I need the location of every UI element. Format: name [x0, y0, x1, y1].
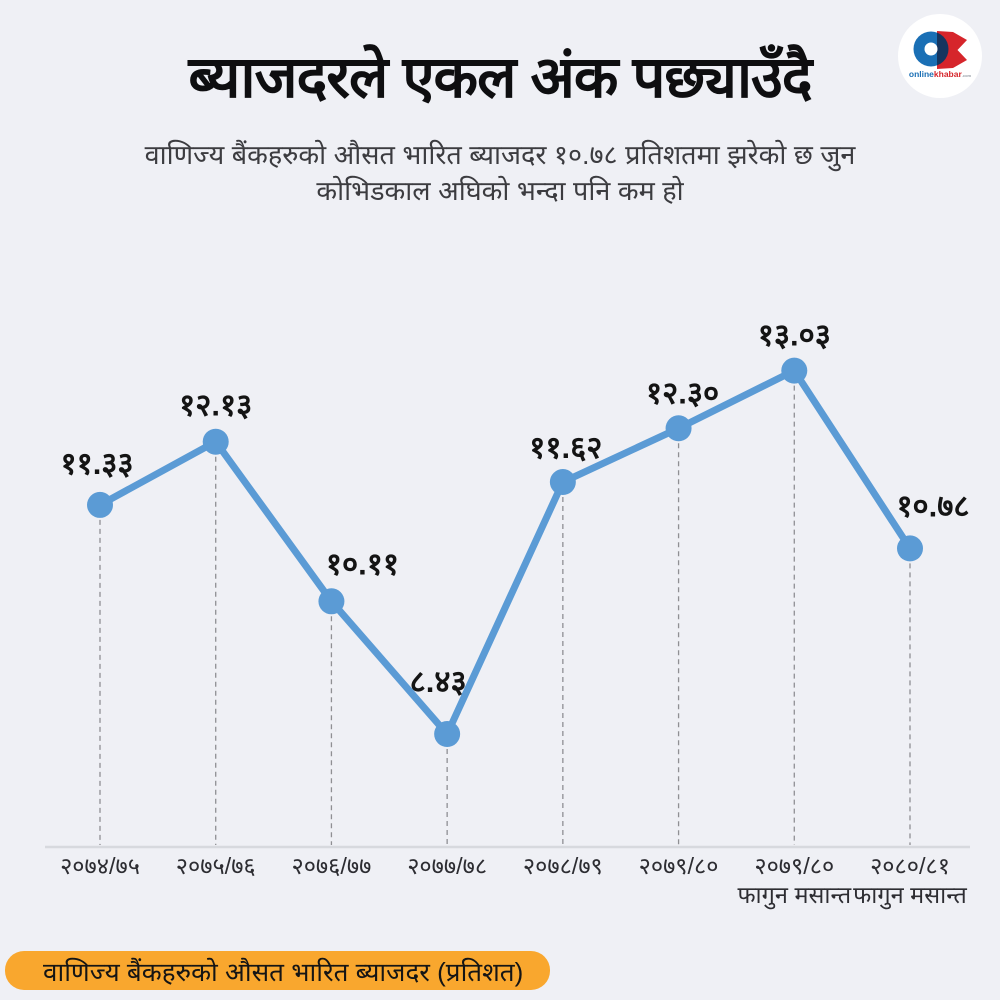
- page-subtitle: वाणिज्य बैंकहरुको औसत भारित ब्याजदर १०.७…: [100, 138, 900, 209]
- value-label: १०.७८: [896, 488, 969, 523]
- x-tick-label: २०७४/७५: [60, 853, 140, 879]
- x-tick-label: २०७७/७८: [407, 853, 487, 879]
- value-label: १०.११: [326, 546, 399, 581]
- value-label: ११.६२: [529, 430, 602, 465]
- value-label: १२.३०: [646, 375, 719, 410]
- x-tick-label: २०७९/८०: [754, 853, 834, 879]
- subtitle-line-2: कोभिडकाल अघिको भन्दा पनि कम हो: [316, 175, 684, 206]
- x-tick-label: २०७६/७७: [291, 853, 371, 879]
- data-point: [434, 721, 461, 748]
- trend-line: [96, 367, 914, 738]
- value-label: ११.३३: [60, 446, 133, 481]
- logo-wordmark: onlinekhabar.com: [909, 69, 972, 79]
- value-label: १३.०३: [758, 318, 831, 353]
- onlinekhabar-logo: onlinekhabar.com: [898, 14, 982, 98]
- x-tick-label: २०७८/७९: [523, 853, 603, 879]
- data-point: [318, 588, 345, 615]
- subtitle-line-1: वाणिज्य बैंकहरुको औसत भारित ब्याजदर १०.७…: [144, 140, 856, 170]
- x-tick-label: फागुन मसान्त: [853, 882, 967, 910]
- x-tick-label: २०७९/८०: [639, 853, 719, 879]
- data-point: [665, 415, 692, 442]
- series-label: वाणिज्य बैंकहरुको औसत भारित ब्याजदर (प्र…: [43, 956, 524, 987]
- x-tick-label: फागुन मसान्त: [737, 882, 851, 910]
- data-point: [896, 535, 923, 562]
- series-label-badge: वाणिज्य बैंकहरुको औसत भारित ब्याजदर (प्र…: [5, 951, 551, 990]
- data-point: [549, 469, 576, 496]
- data-point: [781, 357, 808, 384]
- ok-monogram-icon: [913, 31, 967, 69]
- x-tick-label: २०८०/८१: [870, 853, 950, 879]
- value-label: ८.४३: [410, 664, 467, 699]
- value-label: १२.१३: [179, 388, 252, 423]
- data-point: [87, 491, 113, 518]
- data-point: [202, 428, 229, 455]
- page-title: ब्याजदरले एकल अंक पछ्याउँदै: [188, 45, 812, 110]
- x-tick-label: २०७५/७६: [176, 853, 256, 879]
